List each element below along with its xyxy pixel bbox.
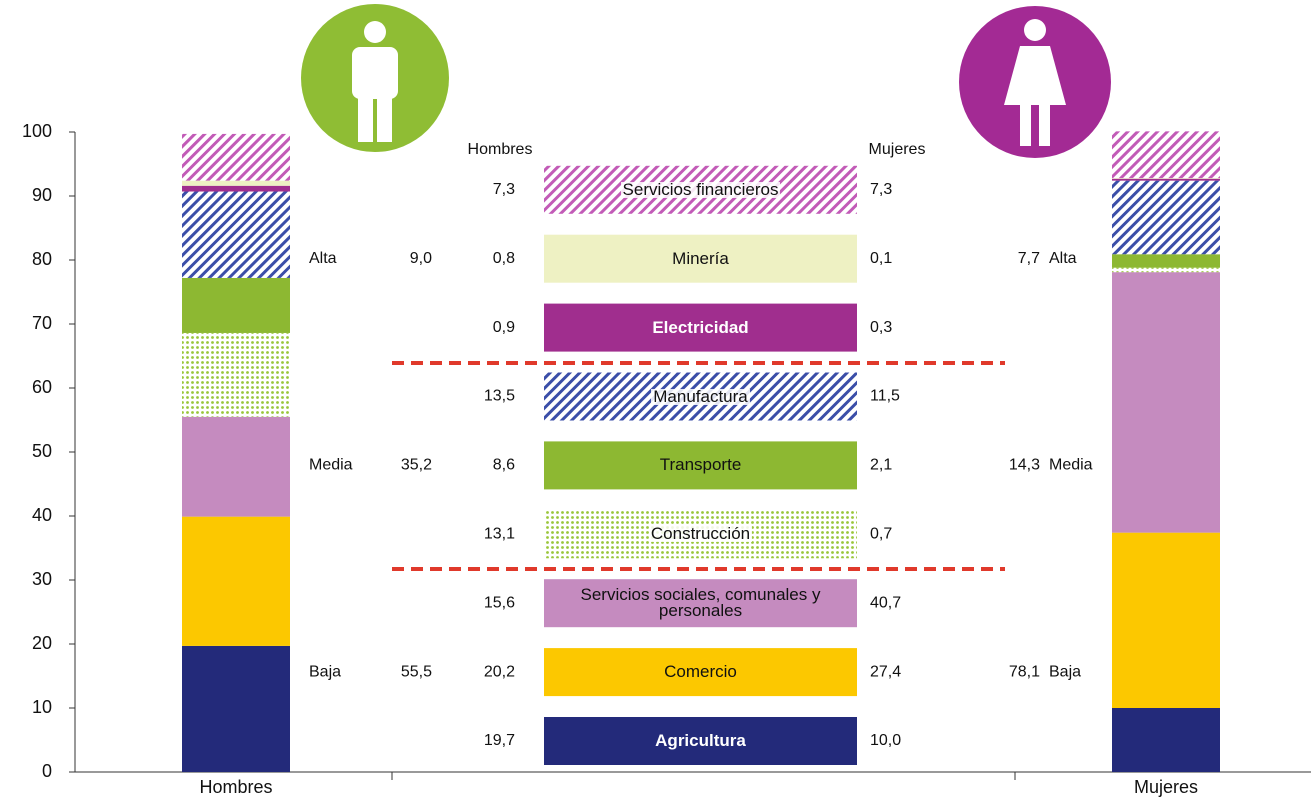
bar-segment (1112, 178, 1220, 179)
legend-label-box: Comercio (664, 662, 737, 682)
value-label: 0,1 (870, 250, 892, 267)
bar-segment (1112, 254, 1220, 268)
value-label: 0,9 (493, 319, 515, 336)
male-icon (301, 4, 449, 152)
group-value: 7,7 (1018, 250, 1040, 267)
bar-segment (1112, 708, 1220, 772)
bar-segment (182, 277, 290, 333)
legend-label: Transporte (659, 455, 742, 475)
group-value: 14,3 (1009, 457, 1040, 474)
legend-label: Agricultura (655, 731, 746, 750)
legend-label: Electricidad (652, 317, 749, 337)
group-value: 9,0 (410, 250, 432, 267)
x-tick-label: Mujeres (1134, 777, 1198, 797)
y-tick-label: 10 (32, 697, 52, 717)
bar-segment (1112, 267, 1220, 273)
value-label: 0,7 (870, 526, 892, 543)
bar-segment (1112, 272, 1220, 533)
legend-swatch (544, 579, 857, 628)
legend-swatch (544, 303, 857, 352)
legend-label-box: Construcción (648, 524, 753, 544)
bar-segment (182, 416, 290, 517)
legend-label-box: Agricultura (655, 731, 746, 750)
bar-segment (182, 516, 290, 646)
bar-segment (1112, 131, 1220, 179)
y-tick-label: 0 (42, 761, 52, 781)
value-label: 7,3 (870, 181, 892, 198)
group-label: Baja (309, 663, 341, 680)
group-value: 35,2 (401, 457, 432, 474)
value-label: 7,3 (493, 181, 515, 198)
y-tick-label: 70 (32, 313, 52, 333)
y-tick-label: 20 (32, 633, 52, 653)
bar-segment (182, 332, 290, 417)
group-label: Media (1049, 457, 1093, 474)
legend-swatch (544, 234, 857, 283)
column-header: Hombres (468, 141, 533, 158)
y-tick-label: 100 (22, 121, 52, 141)
bar-segment (182, 645, 290, 772)
y-tick-label: 50 (32, 441, 52, 461)
x-tick-label: Hombres (199, 777, 272, 797)
bar-segment (1112, 532, 1220, 708)
value-label: 2,1 (870, 457, 892, 474)
legend-label: Comercio (664, 662, 737, 682)
value-label: 19,7 (484, 732, 515, 749)
legend-label-box: Manufactura (651, 386, 750, 406)
bar-segment (182, 185, 290, 192)
y-tick-label: 40 (32, 505, 52, 525)
value-label: 11,5 (870, 388, 900, 405)
group-label: Alta (309, 250, 337, 267)
legend-label-box: Servicios financieros (620, 179, 781, 199)
legend-swatch (544, 717, 857, 765)
legend-label-box: Electricidad (652, 317, 749, 337)
bar-segment (182, 191, 290, 278)
legend-label: Servicios financieros (620, 179, 781, 199)
legend-label-box: Minería (672, 248, 729, 268)
legend-label: Construcción (648, 524, 753, 544)
legend-swatch (544, 648, 857, 697)
legend-label-box: Servicios sociales, comunales y personal… (580, 585, 821, 621)
value-label: 0,8 (493, 250, 515, 267)
female-icon (959, 6, 1111, 158)
legend-label: Minería (672, 248, 729, 268)
value-label: 15,6 (484, 594, 515, 611)
group-value: 55,5 (401, 663, 432, 680)
group-label: Media (309, 457, 353, 474)
legend-label: Manufactura (651, 386, 750, 406)
value-label: 20,2 (484, 663, 515, 680)
value-label: 0,3 (870, 319, 892, 336)
legend-label-box: Transporte (659, 455, 742, 475)
y-tick-label: 30 (32, 569, 52, 589)
value-label: 8,6 (493, 457, 515, 474)
legend-swatch (544, 441, 857, 490)
value-label: 40,7 (870, 594, 901, 611)
value-label: 10,0 (870, 732, 901, 749)
group-value: 78,1 (1009, 663, 1040, 680)
bar-segment (1112, 178, 1220, 181)
bar-segment (182, 133, 290, 181)
value-label: 13,1 (484, 526, 515, 543)
y-tick-label: 60 (32, 377, 52, 397)
group-label: Alta (1049, 250, 1077, 267)
value-label: 27,4 (870, 663, 901, 680)
bar-segment (182, 180, 290, 186)
value-label: 13,5 (484, 388, 515, 405)
y-tick-label: 90 (32, 185, 52, 205)
column-header: Mujeres (869, 141, 926, 158)
legend-label: Servicios sociales, comunales y personal… (580, 585, 821, 621)
bar-segment (1112, 180, 1220, 255)
group-label: Baja (1049, 663, 1081, 680)
y-tick-label: 80 (32, 249, 52, 269)
